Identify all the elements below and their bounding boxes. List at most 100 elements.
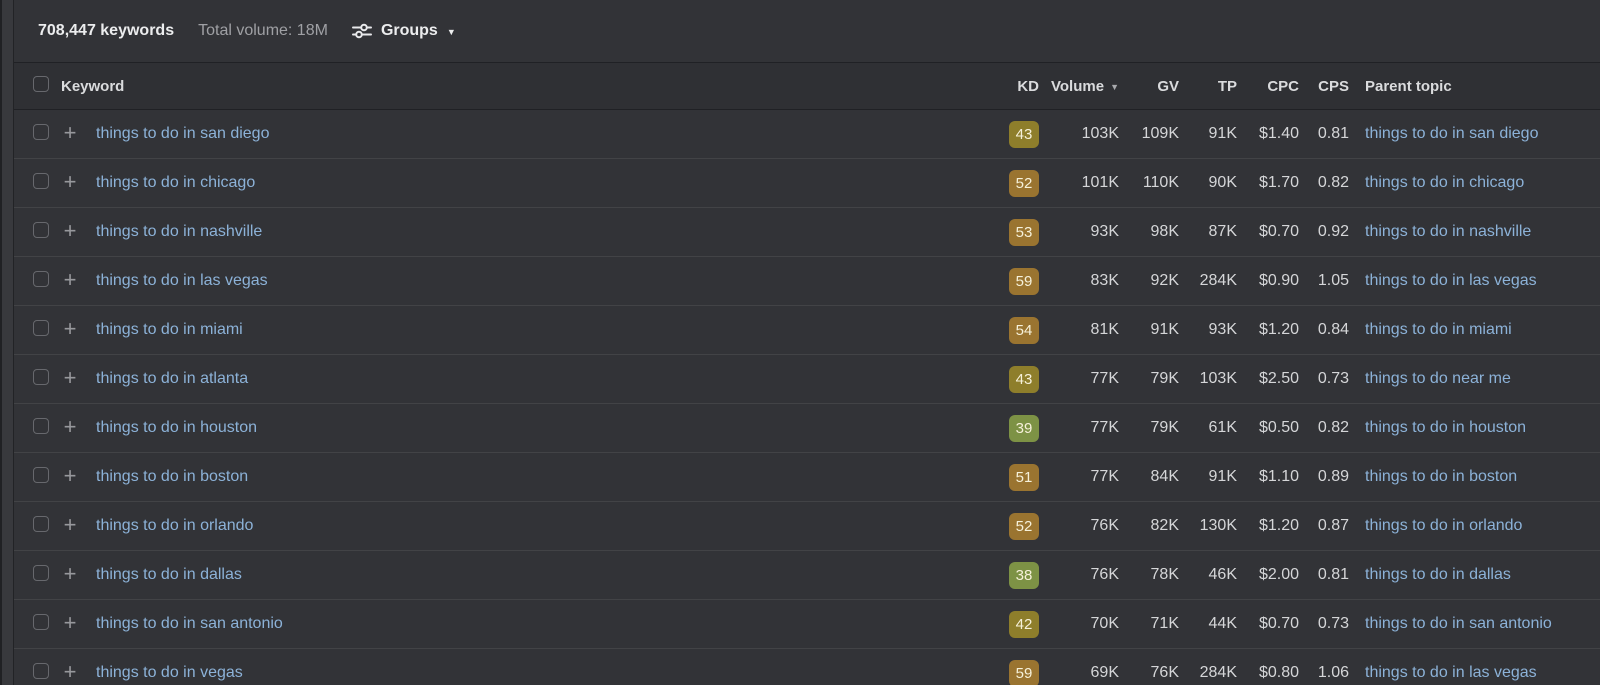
- parent-topic-cell: things to do in orlando: [1349, 517, 1600, 535]
- row-checkbox-cell: [12, 368, 52, 390]
- parent-topic-link[interactable]: things to do in orlando: [1365, 517, 1523, 534]
- column-header-cpc[interactable]: CPC: [1267, 77, 1299, 95]
- row-checkbox[interactable]: [33, 417, 49, 434]
- cps-value: 0.73: [1317, 615, 1349, 632]
- add-keyword-plus-icon[interactable]: [64, 318, 77, 340]
- cps-value: 0.82: [1317, 174, 1349, 191]
- add-keyword-plus-icon[interactable]: [64, 416, 77, 438]
- column-header-tp[interactable]: TP: [1217, 77, 1237, 95]
- keyword-link[interactable]: things to do in boston: [96, 468, 249, 485]
- row-checkbox[interactable]: [33, 368, 49, 385]
- table-header: Keyword KD Volume GV TP CPC CPS Parent t…: [12, 63, 1600, 110]
- column-header-kd[interactable]: KD: [1017, 77, 1039, 95]
- volume-value: 77K: [1090, 468, 1119, 485]
- row-checkbox[interactable]: [33, 466, 49, 483]
- kd-cell: 43: [983, 120, 1039, 148]
- gv-value: 79K: [1150, 419, 1179, 436]
- sort-desc-icon: [1110, 83, 1119, 92]
- add-keyword-plus-icon[interactable]: [64, 661, 77, 683]
- kd-cell: 39: [983, 414, 1039, 442]
- gv-value: 76K: [1150, 664, 1179, 681]
- keyword-link[interactable]: things to do in dallas: [96, 566, 242, 583]
- add-keyword-plus-icon[interactable]: [64, 122, 77, 144]
- parent-topic-link[interactable]: things to do in dallas: [1365, 566, 1511, 583]
- parent-topic-link[interactable]: things to do in miami: [1365, 321, 1512, 338]
- row-checkbox[interactable]: [33, 172, 49, 189]
- parent-topic-link[interactable]: things to do in san diego: [1365, 125, 1539, 142]
- kd-cell: 52: [983, 169, 1039, 197]
- column-header-parent-topic[interactable]: Parent topic: [1365, 77, 1452, 95]
- row-checkbox[interactable]: [33, 515, 49, 532]
- keyword-link[interactable]: things to do in san diego: [96, 125, 270, 142]
- column-header-keyword[interactable]: Keyword: [61, 77, 125, 95]
- keyword-link[interactable]: things to do in houston: [96, 419, 258, 436]
- parent-topic-link[interactable]: things to do in boston: [1365, 468, 1518, 485]
- parent-topic-cell: things to do near me: [1349, 370, 1600, 388]
- table-row: things to do in san antonio 42 70K 71K 4…: [12, 599, 1600, 648]
- parent-topic-link[interactable]: things to do in las vegas: [1365, 664, 1537, 681]
- select-all-checkbox[interactable]: [33, 76, 49, 92]
- parent-topic-link[interactable]: things to do in san antonio: [1365, 615, 1552, 632]
- kd-badge: 59: [1009, 267, 1039, 295]
- parent-topic-link[interactable]: things to do in houston: [1365, 419, 1527, 436]
- column-header-cps[interactable]: CPS: [1318, 77, 1349, 95]
- cpc-value: $0.70: [1258, 223, 1299, 240]
- add-keyword-plus-icon[interactable]: [64, 465, 77, 487]
- keyword-link[interactable]: things to do in atlanta: [96, 370, 249, 387]
- row-checkbox[interactable]: [33, 319, 49, 336]
- keyword-cell: things to do in chicago: [88, 174, 983, 192]
- groups-dropdown-button[interactable]: Groups: [351, 22, 456, 40]
- keyword-link[interactable]: things to do in miami: [96, 321, 243, 338]
- row-plus-cell: [52, 221, 88, 244]
- row-checkbox[interactable]: [33, 662, 49, 679]
- row-plus-cell: [52, 515, 88, 538]
- row-checkbox[interactable]: [33, 270, 49, 287]
- volume-value: 76K: [1090, 517, 1119, 534]
- table-row: things to do in atlanta 43 77K 79K 103K …: [12, 354, 1600, 403]
- cps-value: 0.84: [1317, 321, 1349, 338]
- keyword-link[interactable]: things to do in vegas: [96, 664, 243, 681]
- table-row: things to do in nashville 53 93K 98K 87K…: [12, 207, 1600, 256]
- row-checkbox[interactable]: [33, 564, 49, 581]
- row-checkbox-cell: [12, 466, 52, 488]
- keyword-link[interactable]: things to do in nashville: [96, 223, 263, 240]
- parent-topic-cell: things to do in nashville: [1349, 223, 1600, 241]
- column-header-gv[interactable]: GV: [1157, 77, 1179, 95]
- parent-topic-link[interactable]: things to do in las vegas: [1365, 272, 1537, 289]
- add-keyword-plus-icon[interactable]: [64, 563, 77, 585]
- volume-value: 101K: [1081, 174, 1119, 191]
- parent-topic-link[interactable]: things to do near me: [1365, 370, 1511, 387]
- add-keyword-plus-icon[interactable]: [64, 269, 77, 291]
- keyword-cell: things to do in miami: [88, 321, 983, 339]
- keyword-link[interactable]: things to do in las vegas: [96, 272, 268, 289]
- add-keyword-plus-icon[interactable]: [64, 612, 77, 634]
- keyword-cell: things to do in san diego: [88, 125, 983, 143]
- volume-header-label: Volume: [1051, 77, 1105, 95]
- volume-value: 103K: [1081, 125, 1119, 142]
- cpc-value: $1.20: [1258, 517, 1299, 534]
- parent-topic-cell: things to do in dallas: [1349, 566, 1600, 584]
- cpc-value: $0.70: [1258, 615, 1299, 632]
- add-keyword-plus-icon[interactable]: [64, 367, 77, 389]
- keyword-link[interactable]: things to do in chicago: [96, 174, 256, 191]
- table-row: things to do in san diego 43 103K 109K 9…: [12, 110, 1600, 158]
- row-plus-cell: [52, 123, 88, 146]
- parent-topic-link[interactable]: things to do in chicago: [1365, 174, 1525, 191]
- cpc-value: $2.00: [1258, 566, 1299, 583]
- row-checkbox[interactable]: [33, 123, 49, 140]
- column-header-volume[interactable]: Volume: [1039, 78, 1119, 95]
- keyword-link[interactable]: things to do in orlando: [96, 517, 254, 534]
- row-plus-cell: [52, 172, 88, 195]
- row-checkbox[interactable]: [33, 221, 49, 238]
- add-keyword-plus-icon[interactable]: [64, 514, 77, 536]
- row-checkbox[interactable]: [33, 613, 49, 630]
- gv-value: 98K: [1150, 223, 1179, 240]
- add-keyword-plus-icon[interactable]: [64, 171, 77, 193]
- add-keyword-plus-icon[interactable]: [64, 220, 77, 242]
- row-checkbox-cell: [12, 515, 52, 537]
- keyword-cell: things to do in dallas: [88, 566, 983, 584]
- parent-topic-link[interactable]: things to do in nashville: [1365, 223, 1532, 240]
- parent-topic-cell: things to do in miami: [1349, 321, 1600, 339]
- tp-value: 87K: [1208, 223, 1237, 240]
- keyword-link[interactable]: things to do in san antonio: [96, 615, 283, 632]
